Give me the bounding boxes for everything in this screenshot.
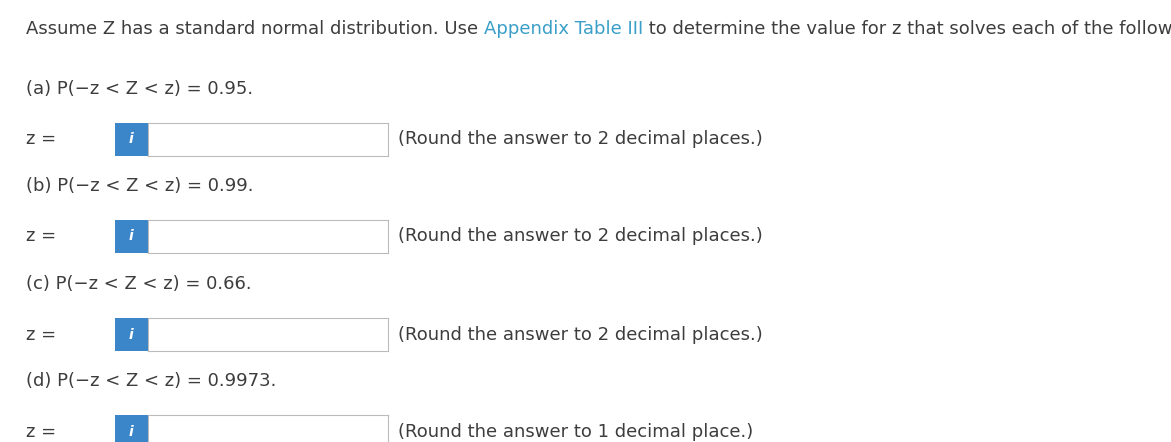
Text: z =: z = bbox=[26, 228, 62, 245]
Text: i: i bbox=[129, 229, 133, 244]
Text: z =: z = bbox=[26, 130, 62, 148]
Text: to determine the value for z that solves each of the following:: to determine the value for z that solves… bbox=[643, 20, 1171, 38]
Text: i: i bbox=[129, 328, 133, 342]
Text: (d) P(−z < Z < z) = 0.9973.: (d) P(−z < Z < z) = 0.9973. bbox=[26, 372, 276, 390]
Text: i: i bbox=[129, 425, 133, 439]
Text: (a) P(−z < Z < z) = 0.95.: (a) P(−z < Z < z) = 0.95. bbox=[26, 80, 253, 98]
Text: z =: z = bbox=[26, 326, 62, 343]
Text: (Round the answer to 1 decimal place.): (Round the answer to 1 decimal place.) bbox=[398, 423, 753, 441]
Text: (Round the answer to 2 decimal places.): (Round the answer to 2 decimal places.) bbox=[398, 130, 762, 148]
Text: (Round the answer to 2 decimal places.): (Round the answer to 2 decimal places.) bbox=[398, 228, 762, 245]
Text: Appendix Table III: Appendix Table III bbox=[484, 20, 643, 38]
Text: z =: z = bbox=[26, 423, 62, 441]
Text: (c) P(−z < Z < z) = 0.66.: (c) P(−z < Z < z) = 0.66. bbox=[26, 275, 252, 293]
Text: (b) P(−z < Z < z) = 0.99.: (b) P(−z < Z < z) = 0.99. bbox=[26, 177, 253, 195]
Text: (Round the answer to 2 decimal places.): (Round the answer to 2 decimal places.) bbox=[398, 326, 762, 343]
Text: Assume Z has a standard normal distribution. Use: Assume Z has a standard normal distribut… bbox=[26, 20, 484, 38]
Text: i: i bbox=[129, 132, 133, 146]
